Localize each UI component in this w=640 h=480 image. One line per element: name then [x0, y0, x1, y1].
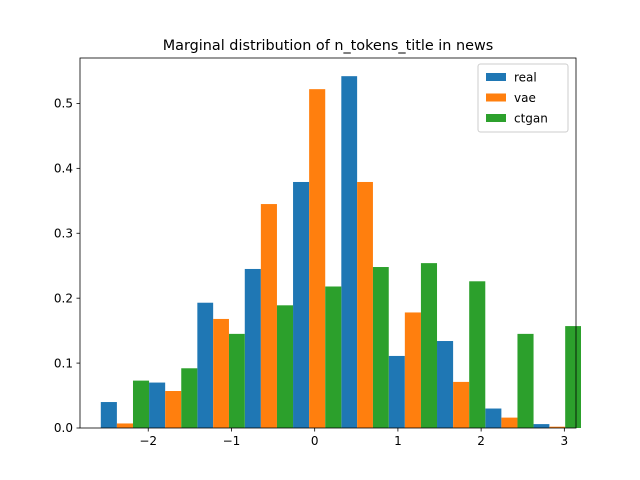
bar-real-10 — [533, 424, 550, 428]
y-tick-label: 0.3 — [54, 226, 73, 240]
y-tick-label: 0.2 — [54, 291, 73, 305]
bar-vae-4 — [260, 204, 277, 428]
chart-title: Marginal distribution of n_tokens_title … — [163, 38, 493, 54]
legend-label-real: real — [514, 71, 537, 85]
bar-ctgan-2 — [181, 368, 198, 428]
bar-ctgan-8 — [469, 281, 486, 428]
bar-ctgan-6 — [372, 267, 389, 428]
bar-real-9 — [485, 408, 502, 428]
bar-ctgan-1 — [132, 380, 150, 428]
bar-vae-1 — [116, 423, 133, 428]
bar-vae-5 — [309, 89, 326, 428]
bar-vae-8 — [453, 381, 470, 428]
bar-real-4 — [244, 268, 261, 428]
bar-real-2 — [149, 382, 166, 428]
bar-real-7 — [388, 355, 405, 428]
y-tick-label: 0.0 — [54, 421, 73, 435]
y-tick-label: 0.4 — [54, 162, 73, 176]
bar-real-6 — [341, 76, 358, 428]
legend-label-ctgan: ctgan — [514, 112, 548, 126]
bar-vae-3 — [213, 318, 229, 428]
bars-layer — [100, 76, 581, 428]
x-tick-label: 2 — [477, 434, 485, 448]
bar-real-5 — [293, 181, 310, 428]
x-tick-label: −2 — [139, 434, 157, 448]
x-tick-label: 0 — [311, 434, 319, 448]
x-tick-label: −1 — [223, 434, 241, 448]
x-tick-label: 3 — [561, 434, 569, 448]
bar-ctgan-5 — [325, 286, 342, 428]
bar-vae-9 — [501, 417, 518, 428]
bar-ctgan-9 — [517, 333, 534, 428]
bar-vae-2 — [165, 391, 182, 428]
bar-ctgan-4 — [276, 305, 294, 428]
bar-ctgan-10 — [565, 326, 581, 428]
legend-swatch-real — [486, 73, 506, 81]
legend-label-vae: vae — [514, 91, 536, 105]
bar-vae-6 — [357, 181, 373, 428]
y-tick-label: 0.5 — [54, 97, 73, 111]
x-tick-label: 1 — [394, 434, 402, 448]
bar-vae-10 — [549, 426, 566, 428]
axes-frame — [79, 57, 577, 429]
bar-real-1 — [100, 402, 117, 428]
y-tick-label: 0.1 — [54, 356, 73, 370]
bar-ctgan-7 — [420, 263, 438, 428]
legend-swatch-vae — [486, 93, 506, 102]
x-axis: −2 −1 0 1 2 3 — [139, 428, 568, 448]
bar-ctgan-3 — [228, 333, 245, 428]
bar-real-3 — [197, 302, 214, 428]
y-axis: 0.0 0.1 0.2 0.3 0.4 0.5 — [54, 97, 80, 435]
bar-vae-7 — [404, 312, 421, 428]
bar-real-8 — [437, 341, 454, 428]
legend: real vae ctgan — [477, 63, 569, 133]
legend-swatch-ctgan — [486, 114, 506, 122]
